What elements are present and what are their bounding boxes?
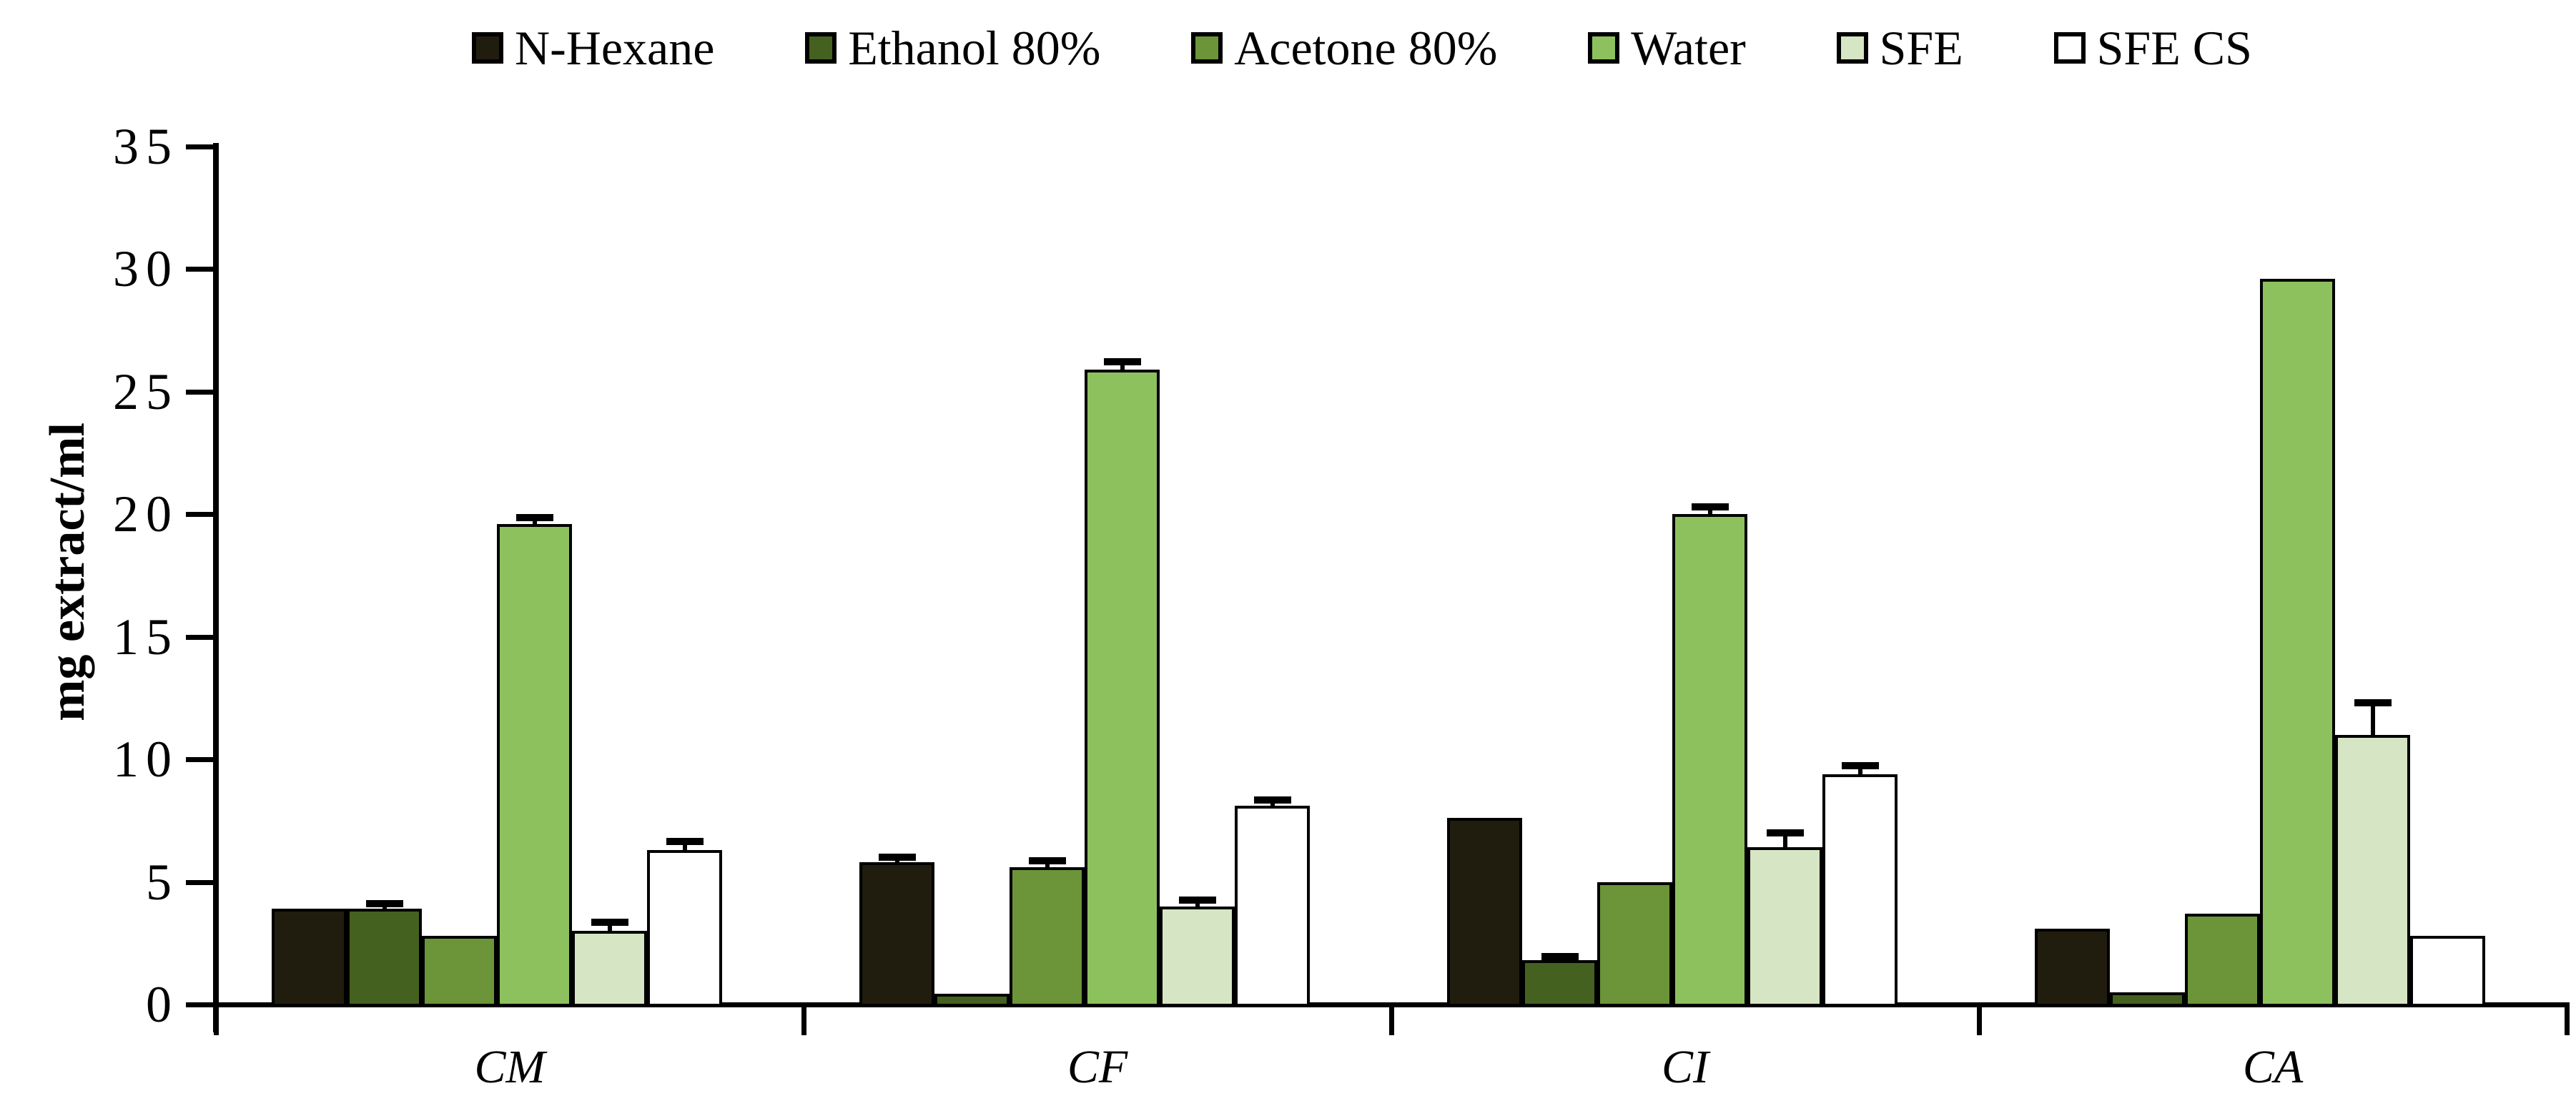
error-cap-cm-sfe bbox=[591, 919, 628, 927]
legend-swatch-water-icon bbox=[1588, 32, 1620, 64]
legend-swatch-acetone-80-icon bbox=[1191, 32, 1223, 64]
bar-cf-n-hexane bbox=[859, 862, 934, 1007]
error-whisker-cm-sfe bbox=[607, 922, 612, 932]
y-tick-label-25: 25 bbox=[113, 362, 179, 420]
y-axis-line bbox=[213, 143, 219, 1032]
error-cap-cf-water bbox=[1103, 358, 1141, 366]
y-tick-0 bbox=[186, 1002, 213, 1007]
error-cap-cf-acetone-80 bbox=[1028, 857, 1066, 865]
legend-item-ethanol-80: Ethanol 80% bbox=[805, 24, 1100, 72]
chart-legend: N-Hexane Ethanol 80% Acetone 80% Water SFE SF… bbox=[472, 16, 2252, 80]
bar-cf-sfe bbox=[1160, 906, 1235, 1007]
bar-cf-water bbox=[1085, 369, 1160, 1007]
error-whisker-ci-sfe-cs bbox=[1857, 765, 1862, 774]
y-tick-25 bbox=[186, 389, 213, 395]
bar-ci-ethanol-80 bbox=[1522, 960, 1597, 1007]
y-tick-label-30: 30 bbox=[113, 240, 179, 297]
x-tick-0 bbox=[214, 1007, 219, 1035]
category-label-cf: CF bbox=[1067, 1041, 1128, 1093]
bar-cf-sfe-cs bbox=[1235, 806, 1310, 1007]
bar-ca-ethanol-80 bbox=[2110, 992, 2185, 1007]
bar-ca-sfe-cs bbox=[2410, 935, 2485, 1007]
bar-ci-sfe bbox=[1747, 847, 1822, 1007]
bar-ci-acetone-80 bbox=[1597, 882, 1672, 1007]
bar-ca-acetone-80 bbox=[2185, 914, 2260, 1007]
bar-cm-n-hexane bbox=[272, 909, 347, 1007]
bar-cm-acetone-80 bbox=[422, 935, 497, 1007]
error-whisker-cf-water bbox=[1120, 362, 1125, 370]
error-cap-cm-ethanol-80 bbox=[365, 900, 403, 908]
bar-cm-ethanol-80 bbox=[347, 909, 422, 1007]
bar-ca-sfe bbox=[2335, 734, 2410, 1007]
legend-label-ethanol-80: Ethanol 80% bbox=[848, 21, 1101, 75]
error-whisker-ci-water bbox=[1707, 506, 1712, 514]
y-tick-label-20: 20 bbox=[113, 485, 179, 543]
error-whisker-cm-sfe-cs bbox=[682, 841, 687, 850]
y-tick-30 bbox=[186, 267, 213, 272]
bar-ca-water bbox=[2260, 278, 2335, 1007]
legend-label-n-hexane: N-Hexane bbox=[515, 21, 715, 75]
legend-label-acetone-80: Acetone 80% bbox=[1234, 21, 1498, 75]
y-tick-label-10: 10 bbox=[113, 731, 179, 788]
y-tick-35 bbox=[186, 144, 213, 149]
error-cap-cf-n-hexane bbox=[878, 854, 916, 861]
y-tick-label-5: 5 bbox=[146, 853, 179, 911]
bar-ca-n-hexane bbox=[2035, 928, 2110, 1007]
y-tick-5 bbox=[186, 879, 213, 885]
bar-ci-water bbox=[1672, 514, 1747, 1007]
x-axis-line bbox=[213, 1002, 2570, 1007]
category-label-ca: CA bbox=[2242, 1041, 2304, 1093]
legend-label-water: Water bbox=[1631, 21, 1746, 75]
y-tick-15 bbox=[186, 634, 213, 640]
error-cap-cm-water bbox=[515, 514, 553, 522]
legend-label-sfe: SFE bbox=[1879, 21, 1963, 75]
legend-item-sfe: SFE bbox=[1836, 21, 1963, 75]
error-cap-cf-sfe-cs bbox=[1253, 796, 1291, 804]
legend-item-n-hexane: N-Hexane bbox=[472, 24, 714, 72]
x-tick-2 bbox=[1389, 1007, 1394, 1035]
legend-item-water: Water bbox=[1588, 24, 1746, 72]
bar-cf-ethanol-80 bbox=[934, 993, 1010, 1007]
error-cap-cf-sfe bbox=[1178, 897, 1216, 904]
legend-swatch-sfe-cs-icon bbox=[2053, 32, 2086, 64]
x-tick-1 bbox=[801, 1007, 806, 1035]
bar-cm-sfe-cs bbox=[647, 849, 722, 1007]
y-tick-label-15: 15 bbox=[113, 608, 179, 666]
x-tick-4 bbox=[2565, 1007, 2570, 1035]
error-cap-ca-sfe bbox=[2354, 699, 2392, 707]
bar-cm-sfe bbox=[572, 931, 647, 1007]
y-axis-title: mg extract/ml bbox=[40, 423, 95, 721]
legend-swatch-ethanol-80-icon bbox=[805, 32, 837, 64]
bar-cf-acetone-80 bbox=[1010, 866, 1085, 1007]
y-tick-20 bbox=[186, 512, 213, 517]
error-cap-ci-ethanol-80 bbox=[1541, 953, 1579, 961]
y-tick-label-0: 0 bbox=[146, 976, 179, 1033]
category-label-cm: CM bbox=[474, 1041, 546, 1093]
bar-ci-sfe-cs bbox=[1822, 774, 1898, 1007]
error-cap-cm-sfe-cs bbox=[666, 837, 704, 845]
x-tick-3 bbox=[1977, 1007, 1982, 1035]
category-label-ci: CI bbox=[1662, 1041, 1709, 1093]
error-whisker-ci-sfe bbox=[1782, 832, 1787, 848]
legend-swatch-n-hexane-icon bbox=[472, 32, 503, 64]
y-tick-10 bbox=[186, 757, 213, 762]
legend-swatch-sfe-icon bbox=[1836, 32, 1868, 64]
bar-ci-n-hexane bbox=[1447, 818, 1522, 1007]
error-cap-ci-sfe bbox=[1766, 829, 1804, 836]
error-whisker-ca-sfe bbox=[2370, 703, 2375, 735]
y-tick-label-35: 35 bbox=[113, 117, 179, 175]
legend-item-acetone-80: Acetone 80% bbox=[1191, 24, 1497, 72]
error-cap-ci-sfe-cs bbox=[1841, 761, 1879, 769]
legend-item-sfe-cs: SFE CS bbox=[2053, 21, 2252, 75]
legend-label-sfe-cs: SFE CS bbox=[2096, 21, 2252, 75]
bar-cm-water bbox=[497, 523, 572, 1007]
error-cap-ci-water bbox=[1691, 503, 1729, 510]
